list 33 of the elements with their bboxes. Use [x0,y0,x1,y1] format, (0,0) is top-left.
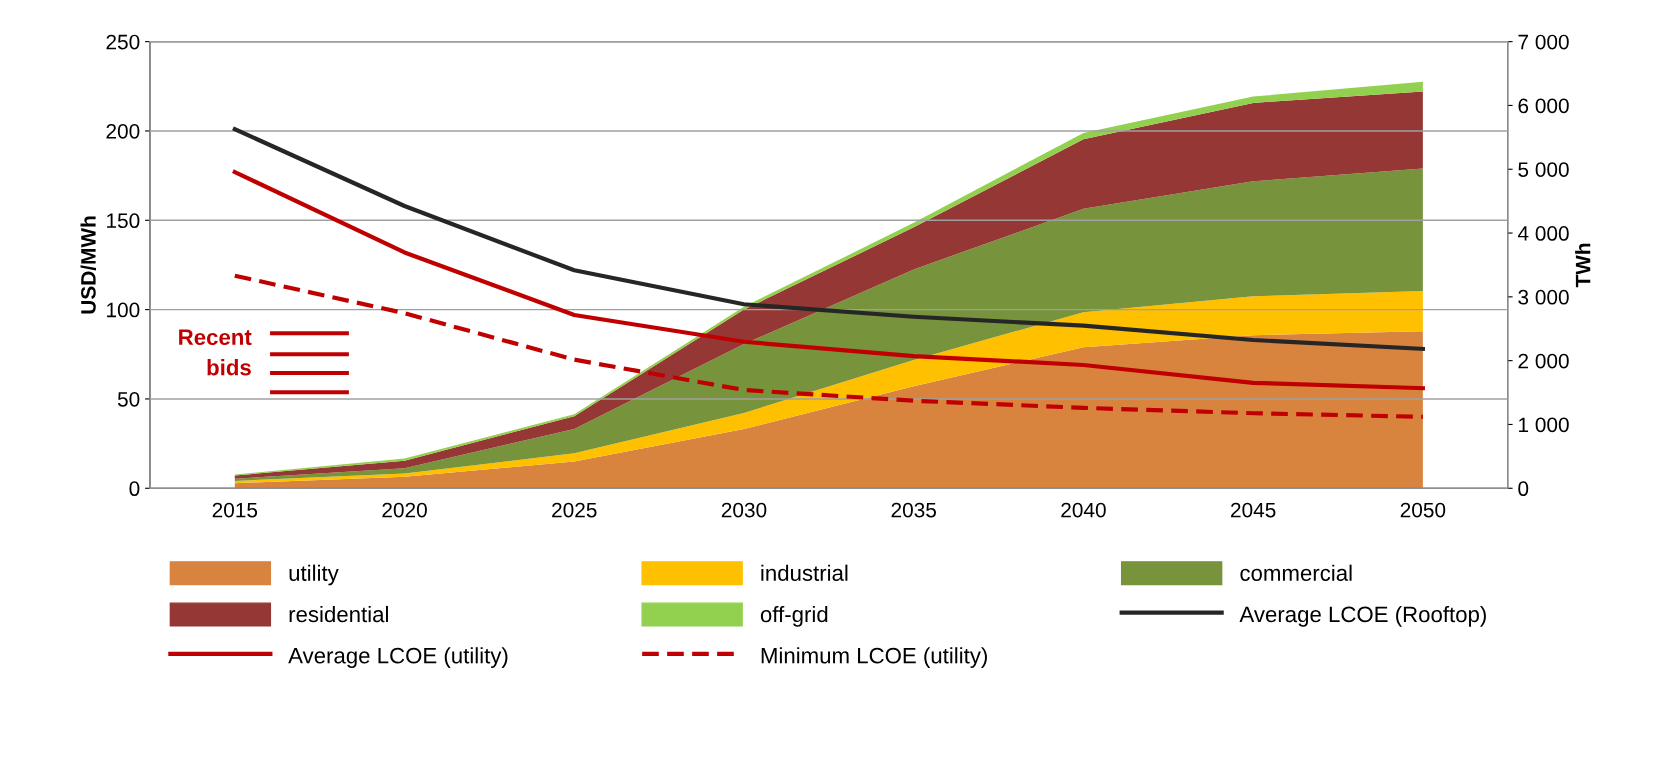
y2-tick-label: 1 000 [1519,417,1569,433]
x-tick-label: 2025 [552,502,597,518]
legend-label: residential [289,605,388,623]
y2-tick-label: 0 [1518,481,1529,497]
legend-label: Average LCOE (utility) [288,647,508,668]
legend-label: off-grid [760,605,828,627]
y-tick-label: 100 [107,302,140,318]
annotation: Recent bids [179,329,252,376]
y-tick-label: 50 [117,391,140,407]
y-tick-label: 250 [106,34,140,50]
legend-label: industrial [761,564,848,581]
y-axis-title: USD/MWh [80,216,96,314]
x-tick-label: 2020 [382,502,427,518]
y-tick-label: 150 [107,213,140,229]
y2-tick-label: 2 000 [1518,353,1569,369]
legend-label: Minimum LCOE (utility) [761,647,987,668]
x-tick-label: 2040 [1061,502,1106,518]
y-tick-label: 0 [129,481,140,497]
legend-label: Average LCOE (Rooftop) [1239,605,1486,627]
y2-tick-label: 7 000 [1518,34,1569,50]
x-tick-label: 2030 [721,502,767,518]
x-tick-label: 2045 [1231,502,1276,518]
y2-tick-label: 5 000 [1518,162,1569,177]
y2-axis-title: TWh [1575,243,1591,288]
legend-label: commercial [1240,564,1352,581]
x-tick-label: 2050 [1400,502,1446,518]
y2-tick-label: 3 000 [1518,289,1569,305]
x-tick-label: 2035 [891,502,936,518]
y-tick-label: 200 [106,123,140,139]
legend-label: utility [289,564,339,586]
x-tick-label: 2015 [212,502,258,518]
y2-tick-label: 4 000 [1517,226,1569,241]
y2-tick-label: 6 000 [1518,98,1569,114]
